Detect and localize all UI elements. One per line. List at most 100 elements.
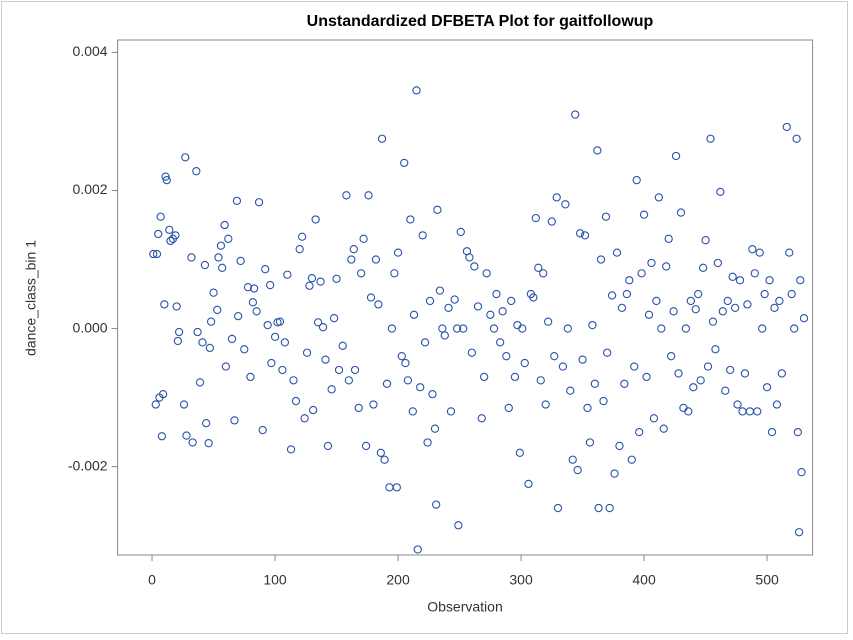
point (275, 317, 285, 326)
x-tick-label: 300 (509, 572, 533, 588)
point (456, 227, 465, 237)
point (206, 317, 216, 326)
point (188, 438, 197, 447)
point (181, 153, 190, 162)
point (380, 455, 389, 464)
point (278, 365, 287, 375)
point (332, 274, 341, 284)
point (459, 324, 468, 333)
point (477, 414, 486, 423)
point (192, 167, 201, 176)
point (627, 455, 636, 464)
point (580, 231, 590, 240)
point (507, 296, 516, 306)
point (347, 255, 356, 264)
point (674, 369, 683, 378)
point (740, 369, 750, 378)
point (295, 245, 304, 254)
point (760, 289, 769, 299)
point (377, 134, 387, 143)
point (612, 248, 622, 257)
point (216, 241, 226, 250)
point (561, 200, 570, 209)
x-tick-label: 0 (148, 572, 156, 588)
point (770, 303, 779, 313)
point (789, 324, 799, 333)
point (666, 352, 676, 361)
point (617, 303, 627, 313)
point (635, 427, 644, 437)
point (765, 276, 774, 285)
point (350, 365, 360, 375)
point (531, 213, 540, 223)
point (318, 323, 328, 332)
point (694, 289, 703, 299)
y-tick-label: 0.002 (73, 181, 108, 197)
point (334, 365, 344, 375)
point (220, 220, 229, 230)
point (496, 338, 505, 347)
point (309, 405, 318, 415)
point (792, 134, 801, 143)
point (158, 389, 168, 399)
point (664, 234, 673, 243)
point (718, 307, 727, 316)
point (329, 314, 339, 323)
point (246, 372, 255, 382)
point (711, 345, 720, 354)
point (349, 245, 358, 254)
x-axis-label: Observation (427, 599, 502, 615)
point (174, 327, 184, 337)
point (252, 307, 261, 316)
point (263, 320, 272, 330)
point (444, 303, 453, 313)
point (233, 311, 243, 321)
point (470, 262, 479, 271)
point (157, 432, 167, 441)
point (726, 365, 735, 375)
point (297, 232, 307, 241)
point (243, 282, 253, 292)
point (291, 396, 301, 406)
point (642, 372, 651, 382)
point (753, 407, 762, 416)
point (630, 362, 639, 371)
point (400, 158, 409, 168)
x-tick-label: 400 (632, 572, 656, 588)
point (369, 400, 378, 409)
point (165, 225, 174, 234)
point (435, 286, 445, 295)
point (799, 314, 809, 323)
point (311, 215, 320, 224)
y-tick-label: 0.004 (73, 43, 108, 59)
point (371, 255, 381, 264)
plot-frame (117, 39, 814, 556)
point (696, 376, 705, 385)
point (498, 307, 507, 316)
point (681, 324, 691, 333)
point (686, 296, 695, 306)
point (622, 289, 632, 299)
point (342, 191, 351, 200)
point (568, 455, 577, 464)
point (596, 255, 606, 264)
point (750, 269, 759, 278)
point (232, 196, 242, 206)
point (249, 284, 259, 293)
point (344, 376, 354, 385)
point (321, 355, 330, 364)
point (286, 445, 296, 454)
point (515, 448, 524, 457)
point (425, 296, 435, 306)
point (671, 151, 681, 161)
point (187, 253, 196, 262)
point (366, 293, 376, 302)
point (430, 424, 440, 433)
x-tick-label: 200 (386, 572, 410, 588)
point (510, 372, 520, 382)
point (265, 280, 275, 290)
point (797, 468, 806, 477)
point (359, 234, 368, 243)
point (550, 352, 559, 361)
point (423, 438, 432, 447)
